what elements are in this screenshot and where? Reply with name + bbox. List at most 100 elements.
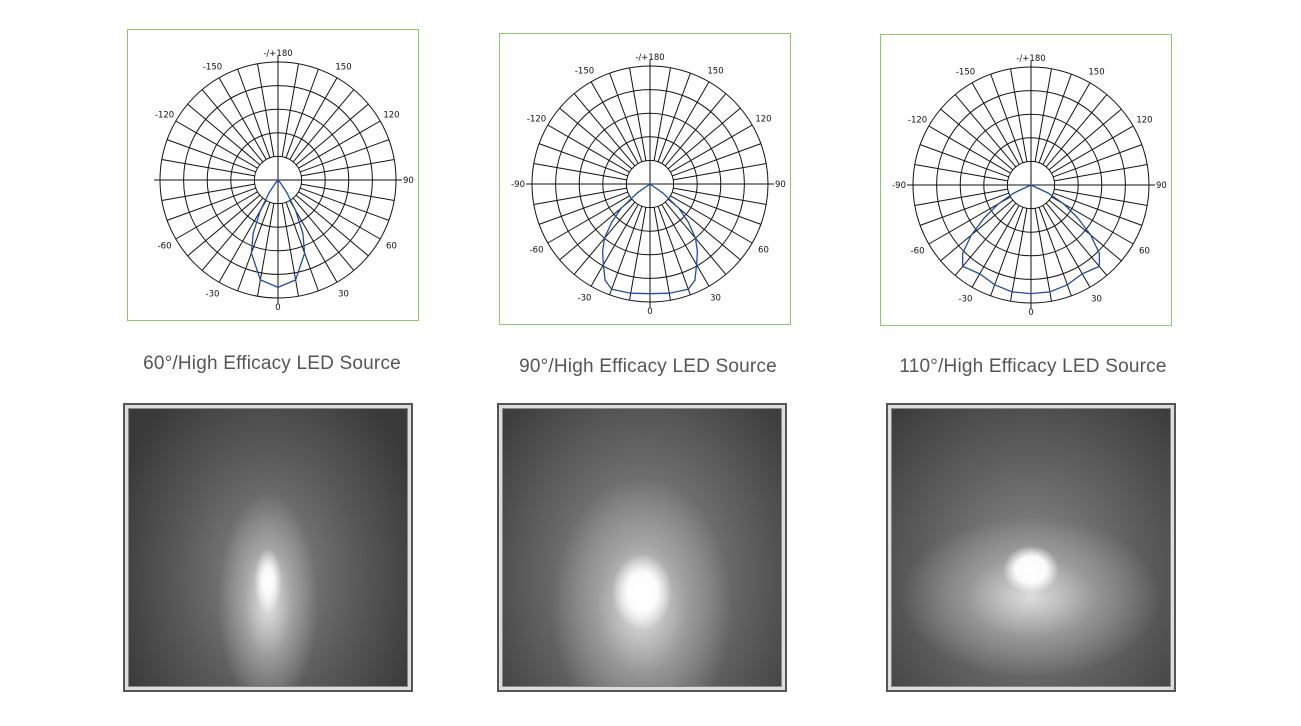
angle-tick-label: 30 <box>338 289 349 299</box>
grid-spoke <box>664 93 727 167</box>
grid-spoke <box>1054 188 1148 206</box>
angle-tick-label: 120 <box>1136 116 1152 126</box>
angle-tick-label: 90 <box>403 176 414 186</box>
grid-spoke <box>971 82 1020 165</box>
curve-point <box>302 232 304 235</box>
angle-tick-label: 0 <box>1028 308 1033 318</box>
curve-point <box>687 221 689 223</box>
curve-point <box>649 293 651 295</box>
grid-spoke <box>559 107 633 170</box>
curve-point <box>277 179 279 181</box>
grid-spoke <box>301 159 395 177</box>
curve-point <box>603 237 606 239</box>
angle-tick-label: -/+180 <box>635 53 664 63</box>
grid-spoke <box>919 192 1009 226</box>
angle-tick-label: -30 <box>578 293 592 303</box>
grid-spoke <box>1053 144 1143 178</box>
grid-spoke <box>609 72 643 162</box>
angle-tick-label: -60 <box>530 246 544 256</box>
grid-spoke <box>661 81 710 164</box>
angle-tick-label: -90 <box>892 181 906 191</box>
curve-point <box>286 191 288 194</box>
grid-spoke <box>187 194 261 257</box>
angle-tick-label: -120 <box>155 111 174 121</box>
grid-spoke <box>1038 207 1072 297</box>
grid-spoke <box>257 203 275 297</box>
curve-point <box>611 288 613 290</box>
grid-spoke <box>653 207 671 301</box>
grid-spoke <box>285 202 319 292</box>
grid-spoke <box>298 191 381 240</box>
polar-chart-90: -/+180 -150 150 -120 120 -90 90 -60 60 -30 30 0 <box>499 33 791 325</box>
angle-tick-label: 0 <box>647 307 652 317</box>
angle-tick-label: 120 <box>383 111 399 121</box>
grid-spoke <box>218 200 267 283</box>
grid-spoke <box>672 191 762 225</box>
curve-point <box>630 292 632 294</box>
grid-spoke <box>292 89 355 163</box>
grid-spoke <box>629 207 647 301</box>
grid-spoke <box>300 187 390 221</box>
grid-spoke <box>237 68 271 158</box>
beam-photo-90 <box>497 403 787 692</box>
curve-point <box>275 182 277 184</box>
grid-spoke <box>301 183 395 201</box>
curve-point <box>997 203 999 205</box>
grid-spoke <box>547 124 630 173</box>
grid-spoke <box>629 67 647 161</box>
curve-point <box>1098 252 1101 255</box>
angle-tick-label: -90 <box>511 180 525 190</box>
polar-chart-110: -/+180 -150 150 -120 120 -90 90 -60 60 -30 30 0 <box>880 34 1172 326</box>
polar-chart-60: -/+180 -150 150 -120 120 90 -60 60 -30 30 0 <box>127 29 419 321</box>
grid-spoke <box>673 163 767 181</box>
curve-point <box>602 251 604 253</box>
grid-spoke <box>990 207 1024 297</box>
curve-point <box>696 264 698 266</box>
grid-spoke <box>295 103 369 166</box>
curve-point <box>268 191 270 194</box>
curve-point <box>295 279 297 281</box>
curve-point <box>277 286 279 288</box>
grid-spoke <box>1042 82 1091 165</box>
grid-spoke <box>201 89 264 163</box>
grid-spoke <box>1053 192 1143 226</box>
grid-spoke <box>281 63 299 157</box>
grid-spoke <box>289 200 338 283</box>
angle-tick-label: -150 <box>203 63 222 73</box>
grid-spoke <box>538 143 628 177</box>
curve-point <box>1030 292 1032 295</box>
grid-spoke <box>1010 68 1028 162</box>
grid-spoke <box>187 103 261 166</box>
grid-spoke <box>201 197 264 271</box>
angle-tick-label: 90 <box>775 180 786 190</box>
grid-spoke <box>1048 199 1122 262</box>
grid-spoke <box>653 67 671 161</box>
grid-spoke <box>940 108 1014 171</box>
angle-tick-label: -/+180 <box>263 49 292 59</box>
angle-tick-label: -120 <box>527 115 546 125</box>
curve-point <box>962 265 964 267</box>
grid-spoke <box>928 125 1011 174</box>
angle-tick-label: -150 <box>956 68 975 78</box>
angle-tick-label: -60 <box>158 242 172 252</box>
curve-point <box>279 182 281 184</box>
angle-tick-label: 30 <box>710 293 721 303</box>
grid-spoke <box>667 107 741 170</box>
curve-point <box>1063 203 1065 205</box>
angle-tick-label: 90 <box>1156 181 1167 191</box>
angle-tick-label: 150 <box>1088 68 1104 78</box>
angle-tick-label: 120 <box>755 115 771 125</box>
curve-point <box>250 252 252 254</box>
curve-point <box>984 216 986 219</box>
beam-photo-110 <box>886 403 1176 692</box>
grid-spoke <box>257 63 275 157</box>
grid-spoke <box>1038 73 1072 163</box>
angle-tick-label: 150 <box>707 67 723 77</box>
curve-point <box>304 252 306 254</box>
curve-point <box>1066 284 1068 286</box>
grid-spoke <box>166 139 256 173</box>
grid-spoke <box>285 68 319 158</box>
grid-spoke <box>672 143 762 177</box>
curve-point <box>994 284 996 286</box>
grid-spoke <box>281 203 299 297</box>
